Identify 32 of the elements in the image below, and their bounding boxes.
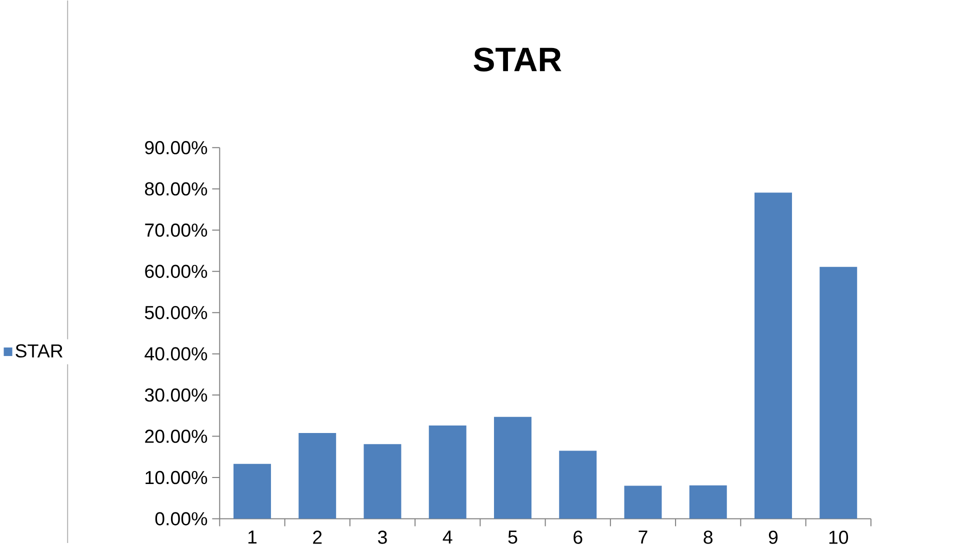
x-tick-label: 4 [442,530,452,544]
x-tick-label: 7 [638,530,648,544]
chart-title: STAR [474,48,562,72]
bar [624,486,662,519]
bar [754,192,792,519]
bar [298,432,336,519]
x-tick-label: 6 [574,530,582,544]
bar [689,485,727,519]
x-tick-label: 9 [768,530,778,544]
bar [559,450,597,519]
y-tick-label: 30.00% [144,388,208,402]
x-tick-label: 10 [829,530,848,544]
bar [364,444,402,519]
y-tick-label: 0.00% [155,512,208,526]
x-tick-label: 5 [508,530,518,544]
bar [494,416,532,519]
y-tick-label: 10.00% [146,470,208,484]
bar [820,266,858,519]
x-tick-label: 3 [378,530,387,544]
x-tick-label: 8 [704,530,713,544]
y-tick-label: 80.00% [145,182,208,196]
y-tick-label: 20.00% [145,430,208,443]
x-tick-label: 1 [248,530,257,544]
y-tick-label: 40.00% [144,347,208,360]
y-tick-label: 90.00% [145,141,208,154]
legend-label: STAR [16,344,63,358]
y-tick-label: 60.00% [145,264,208,278]
bar [428,426,466,519]
x-tick-label: 2 [313,530,322,544]
bar [233,464,271,519]
y-tick-label: 70.00% [145,223,208,237]
y-tick-label: 50.00% [144,306,208,320]
